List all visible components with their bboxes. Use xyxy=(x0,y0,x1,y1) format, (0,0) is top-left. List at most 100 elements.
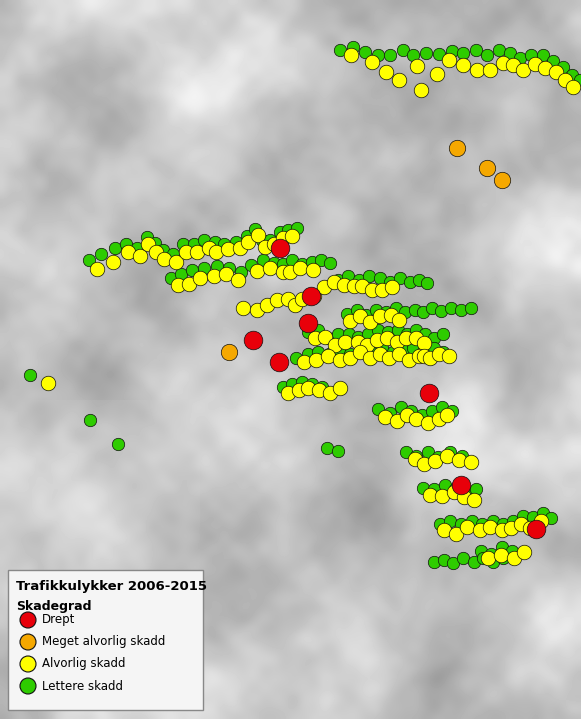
Point xyxy=(367,347,376,358)
Point xyxy=(383,326,393,338)
Point xyxy=(205,242,214,254)
Point xyxy=(177,268,186,280)
Point xyxy=(284,293,293,305)
Point xyxy=(444,54,454,65)
Point xyxy=(399,344,408,356)
Point xyxy=(210,237,220,248)
Point xyxy=(299,356,309,367)
Circle shape xyxy=(20,612,36,628)
Point xyxy=(418,306,428,318)
Point xyxy=(446,516,455,527)
Point xyxy=(425,489,435,500)
Point xyxy=(408,342,418,354)
Point xyxy=(446,446,455,458)
Point xyxy=(235,242,245,254)
Point xyxy=(422,278,432,289)
Point xyxy=(393,324,403,336)
Point xyxy=(411,332,421,344)
Point xyxy=(372,334,382,346)
Point xyxy=(429,342,439,354)
Text: Lettere skadd: Lettere skadd xyxy=(42,679,123,692)
Point xyxy=(444,350,454,362)
Point xyxy=(260,242,270,253)
Point xyxy=(526,49,536,60)
Point xyxy=(478,552,487,564)
Point xyxy=(220,238,229,249)
Point xyxy=(435,348,444,360)
Point xyxy=(424,446,433,458)
Point xyxy=(365,316,375,328)
Point xyxy=(568,69,577,81)
Point xyxy=(442,450,451,462)
Point xyxy=(507,545,517,557)
Point xyxy=(224,347,234,358)
Point xyxy=(360,46,370,58)
Text: Meget alvorlig skadd: Meget alvorlig skadd xyxy=(42,636,166,649)
Point xyxy=(575,74,581,86)
Point xyxy=(270,238,279,249)
Point xyxy=(431,455,440,467)
Point xyxy=(429,483,439,495)
Point xyxy=(385,407,394,418)
Point xyxy=(462,521,472,533)
Point xyxy=(539,507,548,518)
Text: Alvorlig skadd: Alvorlig skadd xyxy=(42,657,125,671)
Point xyxy=(199,262,209,274)
FancyBboxPatch shape xyxy=(8,570,203,710)
Point xyxy=(187,265,196,276)
Point xyxy=(375,348,385,360)
Point xyxy=(436,306,446,317)
Point xyxy=(352,304,361,316)
Point xyxy=(457,450,467,462)
Point xyxy=(385,352,394,364)
Point xyxy=(288,378,297,390)
Point xyxy=(178,238,188,249)
Point xyxy=(429,332,439,344)
Point xyxy=(424,388,433,399)
Point xyxy=(478,518,487,530)
Point xyxy=(489,557,498,568)
Point xyxy=(365,352,375,364)
Point xyxy=(295,384,304,395)
Point xyxy=(320,281,329,293)
Point xyxy=(546,512,555,523)
Point xyxy=(374,324,383,336)
Point xyxy=(417,84,426,96)
Point xyxy=(246,260,256,271)
Point xyxy=(437,401,447,413)
Point xyxy=(195,273,205,284)
Point xyxy=(403,409,412,421)
Point xyxy=(313,324,322,336)
Point xyxy=(456,480,465,491)
Point xyxy=(447,406,457,417)
Point xyxy=(152,246,161,257)
Point xyxy=(309,265,318,276)
Point xyxy=(364,270,374,282)
Point xyxy=(419,350,429,362)
Point xyxy=(536,516,546,527)
Point xyxy=(325,257,335,269)
Text: Drept: Drept xyxy=(42,613,76,626)
Point xyxy=(458,552,468,564)
Point xyxy=(471,483,480,495)
Point xyxy=(316,255,325,266)
Point xyxy=(259,255,268,266)
Point xyxy=(410,453,419,464)
Point xyxy=(275,226,285,238)
Point xyxy=(560,74,569,86)
Point xyxy=(242,230,252,242)
Circle shape xyxy=(20,634,36,650)
Point xyxy=(458,59,468,70)
Point xyxy=(482,49,492,60)
Point xyxy=(411,450,421,462)
Point xyxy=(551,66,561,78)
Point xyxy=(278,232,288,244)
Point xyxy=(518,64,528,75)
Point xyxy=(274,356,284,367)
Point xyxy=(449,557,458,569)
Point xyxy=(333,329,343,340)
Point xyxy=(313,347,322,358)
Point xyxy=(400,306,410,318)
Point xyxy=(367,284,376,296)
Point xyxy=(408,49,418,60)
